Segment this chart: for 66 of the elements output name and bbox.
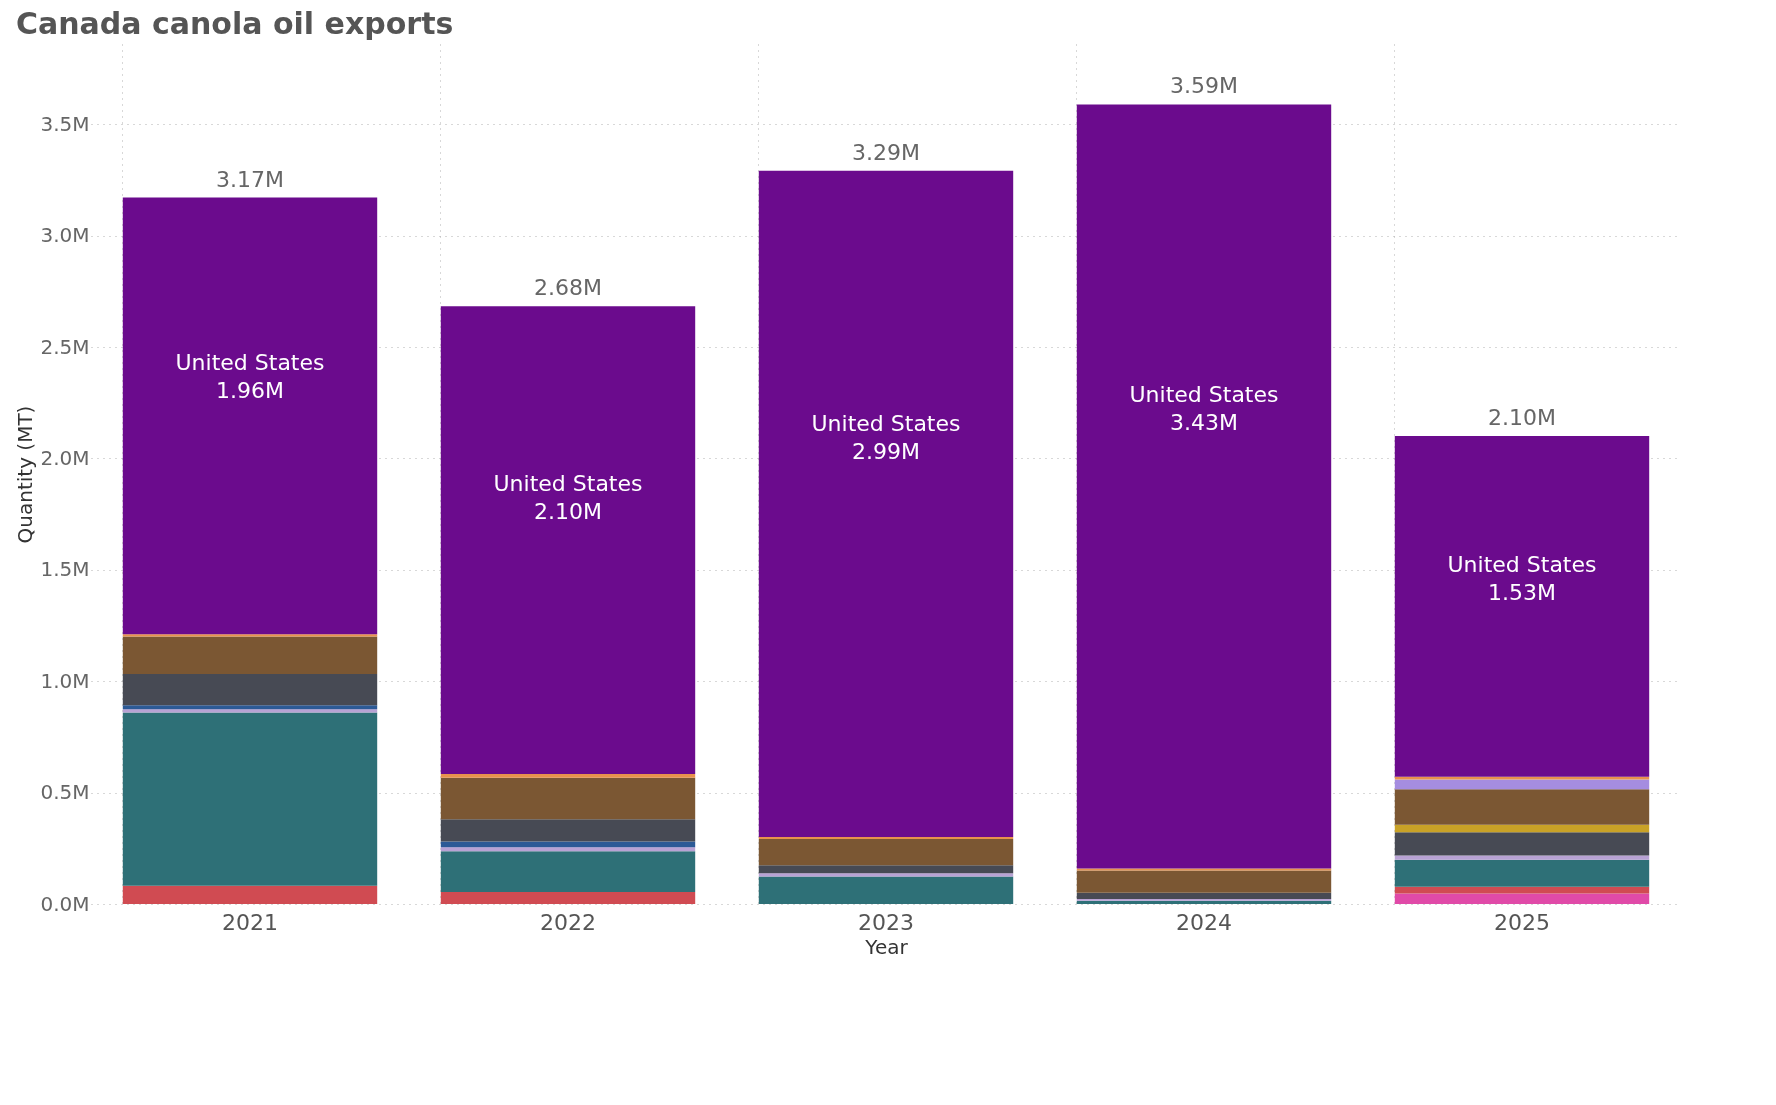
total-label: 2.68M [534, 275, 602, 301]
bar [1394, 893, 1650, 904]
bar [1394, 855, 1650, 860]
bar [440, 841, 696, 848]
data-label: 2.99M [852, 438, 920, 464]
y-tick-label: 0.5M [40, 780, 90, 805]
y-tick-label: 3.0M [40, 223, 90, 248]
text: United States [493, 471, 643, 497]
bar [1076, 892, 1332, 899]
bar [122, 712, 378, 886]
y-tick-label: 3.5M [40, 111, 90, 136]
bar [1394, 832, 1650, 856]
data-label: 2.10M [534, 499, 602, 525]
y-axis-title: Quantity (MT) [13, 405, 38, 544]
series-label: United States [175, 350, 325, 376]
x-tick-label: 2024 [1176, 909, 1232, 935]
bar [440, 819, 696, 842]
y-tick-label: 1.0M [40, 668, 90, 693]
x-tick-label: 2022 [540, 909, 596, 935]
bar [1394, 789, 1650, 825]
bar [1394, 435, 1650, 777]
bar [440, 774, 696, 778]
bar [440, 306, 696, 775]
text: United States [1129, 381, 1279, 407]
bar [1076, 868, 1332, 871]
bar [440, 777, 696, 820]
bar [122, 885, 378, 904]
text: United States [1447, 552, 1597, 578]
bar [1394, 779, 1650, 790]
x-tick-label: 2021 [222, 909, 278, 935]
bar [758, 873, 1014, 877]
y-tick-label: 0.0M [40, 891, 90, 916]
bar [122, 709, 378, 713]
bar [1394, 824, 1650, 833]
bar [758, 865, 1014, 874]
bar [758, 836, 1014, 839]
bar [122, 636, 378, 675]
total-label: 3.17M [216, 166, 284, 192]
bar [758, 170, 1014, 837]
bar [1394, 886, 1650, 894]
bar [122, 634, 378, 637]
text: United States [811, 410, 961, 436]
bar [440, 847, 696, 852]
bar [440, 851, 696, 892]
bar [758, 876, 1014, 904]
bar [122, 197, 378, 635]
bar [1076, 870, 1332, 893]
bar [122, 674, 378, 706]
total-label: 3.59M [1170, 73, 1238, 99]
chart-title: Canada canola oil exports [15, 6, 454, 41]
bar [440, 891, 696, 904]
y-tick-label: 2.0M [40, 445, 90, 470]
bar [1076, 104, 1332, 869]
total-label: 2.10M [1488, 404, 1556, 430]
data-label: 1.53M [1488, 580, 1556, 606]
y-tick-label: 1.5M [40, 557, 90, 582]
total-label: 3.29M [852, 139, 920, 165]
x-tick-label: 2023 [858, 909, 914, 935]
data-label: 3.43M [1170, 409, 1238, 435]
bar [122, 705, 378, 710]
x-axis-title: Year [864, 934, 909, 959]
x-tick-label: 2025 [1494, 909, 1550, 935]
bar [1394, 859, 1650, 887]
bar [758, 838, 1014, 866]
data-label: 1.96M [216, 378, 284, 404]
y-tick-label: 2.5M [40, 334, 90, 359]
